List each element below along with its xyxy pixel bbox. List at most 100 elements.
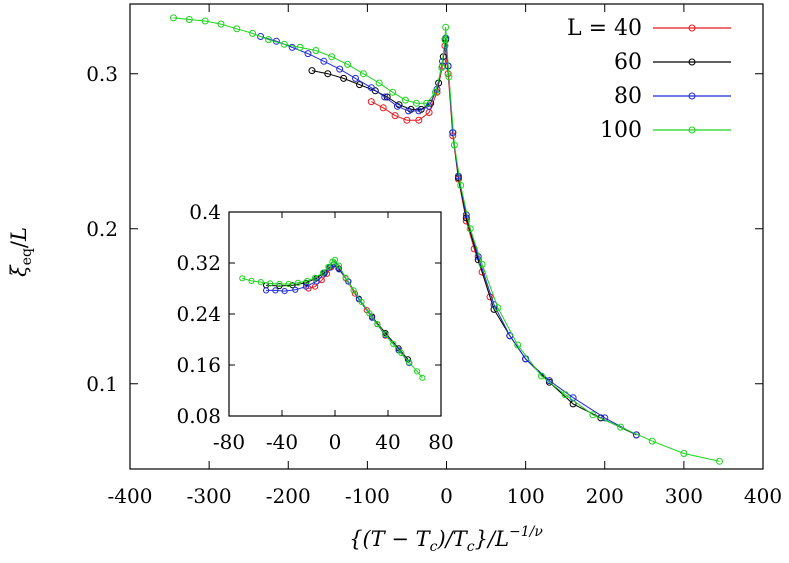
inset-point-100	[239, 275, 246, 282]
inset-x-tick-label: -80	[213, 430, 245, 454]
main-point-100	[716, 457, 723, 465]
main-x-tick-label: -400	[108, 484, 153, 508]
main-x-tick-label: 100	[507, 484, 545, 508]
inset-point-100	[406, 359, 413, 366]
legend-marker-40	[688, 24, 696, 32]
main-point-80	[393, 102, 401, 110]
legend-marker-100	[688, 126, 696, 134]
inset-point-100	[374, 321, 381, 328]
main-point-60	[356, 81, 363, 89]
main-point-100	[442, 23, 450, 31]
main-point-40	[403, 116, 411, 124]
main-point-100	[423, 99, 431, 107]
inset-y-tick-label: 0.08	[176, 404, 221, 428]
main-point-100	[538, 372, 545, 380]
main-point-60	[340, 74, 348, 82]
main-point-40	[367, 98, 375, 106]
inset-point-80	[292, 286, 299, 293]
main-point-60	[308, 67, 316, 75]
x-label-close: }/	[475, 527, 497, 551]
main-point-100	[478, 260, 486, 268]
main-point-100	[375, 79, 383, 87]
inset-point-100	[304, 277, 311, 284]
inset-x-tick-label: 80	[428, 430, 453, 454]
main-y-axis-label: ξeq/L	[7, 227, 35, 277]
inset-point-100	[398, 349, 405, 356]
main-point-100	[233, 25, 241, 33]
main-point-100	[312, 47, 320, 54]
inset-point-100	[350, 287, 357, 294]
x-label-L: L	[494, 527, 509, 551]
inset-point-80	[369, 314, 376, 321]
main-x-tick-label: -100	[345, 484, 390, 508]
main-point-100	[445, 73, 453, 81]
inset-point-100	[331, 256, 339, 263]
x-label-c2-sub: c	[467, 539, 475, 555]
main-point-100	[438, 64, 446, 71]
main-point-40	[379, 104, 387, 112]
inset-point-100	[248, 277, 255, 284]
inset-point-100	[390, 340, 397, 348]
main-point-40	[415, 116, 423, 124]
legend-label-60: 60	[614, 50, 642, 75]
main-point-100	[494, 304, 502, 312]
inset-point-100	[335, 262, 343, 269]
main-point-60	[490, 305, 498, 313]
inset-point-80	[281, 288, 288, 295]
main-point-80	[288, 43, 296, 51]
main-point-100	[441, 36, 449, 44]
main-point-100	[389, 88, 397, 96]
main-point-100	[589, 411, 597, 419]
main-point-100	[401, 96, 409, 104]
inset-point-80	[313, 278, 320, 285]
x-label-c-sub: c	[430, 539, 438, 555]
inset-x-tick-label: 40	[375, 430, 400, 454]
main-point-80	[367, 84, 375, 92]
inset-point-100	[312, 274, 319, 281]
main-point-80	[257, 33, 265, 40]
inset-point-100	[325, 263, 332, 270]
main-point-100	[296, 43, 304, 51]
y-label-L: L	[7, 227, 31, 242]
main-y-tick-label: 0.1	[86, 372, 118, 396]
inset-y-tick-label: 0.4	[189, 200, 221, 224]
main-x-tick-label: 0	[440, 484, 453, 508]
legend: L = 40 60 80 100	[567, 16, 731, 143]
inset-point-100	[342, 274, 349, 281]
y-label-eq-subscript: eq	[19, 248, 35, 265]
inset-point-100	[267, 280, 274, 287]
main-point-100	[450, 141, 458, 149]
inset-background	[229, 212, 441, 416]
main-x-tick-label: 200	[586, 484, 624, 508]
inset-point-100	[366, 310, 373, 317]
inset-point-100	[414, 368, 421, 375]
legend-label-100: 100	[600, 118, 642, 143]
main-y-tick-label: 0.2	[86, 217, 118, 241]
inset-point-100	[285, 280, 292, 288]
main-point-60	[324, 70, 332, 78]
inset-point-100	[320, 269, 327, 276]
inset-y-tick-label: 0.32	[176, 251, 221, 275]
inset-point-60	[276, 282, 283, 290]
main-x-tick-label: -200	[266, 484, 311, 508]
legend-label-80: 80	[614, 84, 642, 109]
main-point-80	[405, 107, 412, 115]
main-point-100	[514, 341, 522, 349]
main-point-80	[336, 65, 344, 73]
inset-point-100	[276, 280, 283, 288]
main-point-100	[412, 99, 420, 107]
main-point-100	[466, 225, 474, 233]
main-point-80	[304, 50, 312, 58]
y-label-slash: /	[7, 240, 31, 248]
main-point-100	[617, 423, 625, 431]
main-x-tick-label: -300	[187, 484, 232, 508]
main-point-100	[648, 437, 656, 445]
main-point-80	[320, 57, 328, 65]
inset-ticks: -80 -40 0 40 80 0.08 0.16 0.24 0.32 0.4	[176, 200, 453, 454]
x-label-open: {(	[349, 527, 371, 551]
main-point-80	[545, 377, 553, 385]
main-x-tick-label: 300	[665, 484, 703, 508]
inset-point-80	[272, 287, 279, 294]
